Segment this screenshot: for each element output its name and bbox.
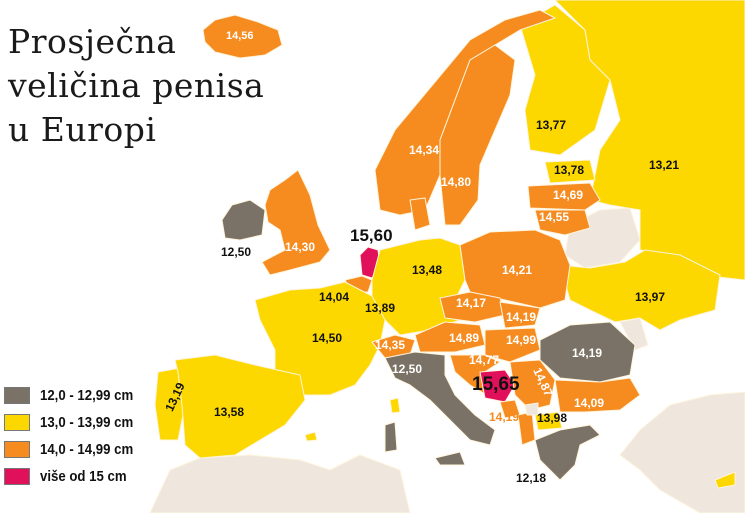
legend-swatch-magenta xyxy=(4,468,30,485)
label-bosnia: 15,65 xyxy=(472,374,520,395)
region-serbia xyxy=(509,359,556,411)
label-poland: 14,21 xyxy=(502,263,533,277)
region-slovakia xyxy=(499,301,541,329)
label-czech: 14,17 xyxy=(456,296,487,310)
region-denmark xyxy=(409,197,431,231)
label-croatia: 14,77 xyxy=(469,353,500,367)
map-title: Prosječna veličina penisa u Europi xyxy=(8,20,264,152)
region-finland xyxy=(519,4,611,156)
title-line-3: u Europi xyxy=(8,110,157,149)
region-bulgaria xyxy=(554,377,641,413)
label-slovakia: 14,19 xyxy=(506,310,537,324)
label-hungary: 14,99 xyxy=(506,333,537,347)
region-cyprus xyxy=(714,471,736,489)
region-ireland xyxy=(221,199,266,241)
region-germany xyxy=(371,237,466,336)
region-north-africa xyxy=(149,454,411,513)
region-ukraine xyxy=(559,249,721,331)
region-albania xyxy=(517,411,536,446)
label-ukraine: 13,97 xyxy=(635,290,666,304)
region-france xyxy=(254,281,386,396)
title-line-1: Prosječna xyxy=(8,22,177,61)
label-switzerland: 14,35 xyxy=(375,338,406,352)
legend-label: 12,0 - 12,99 cm xyxy=(40,387,134,404)
label-romania: 14,19 xyxy=(572,346,603,360)
label-france: 14,50 xyxy=(312,331,343,345)
label-germany: 13,48 xyxy=(412,263,443,277)
label-estonia: 13,78 xyxy=(554,163,585,177)
region-spain xyxy=(174,354,306,459)
label-austria: 14,89 xyxy=(449,331,480,345)
label-russia: 13,21 xyxy=(649,158,680,172)
legend-item: više od 15 cm xyxy=(4,463,146,490)
label-iceland: 14,56 xyxy=(226,30,254,42)
region-turkey xyxy=(619,391,745,513)
label-greece: 12,18 xyxy=(516,471,547,485)
label-uk: 14,30 xyxy=(285,240,316,254)
region-corsica xyxy=(389,397,401,414)
region-sicily xyxy=(434,451,466,466)
legend-label: više od 15 cm xyxy=(40,468,127,485)
label-latvia: 14,69 xyxy=(553,188,584,202)
label-luxembourg: 13,89 xyxy=(365,301,396,315)
region-bosnia xyxy=(479,369,516,403)
region-switzerland xyxy=(371,334,416,359)
region-estonia xyxy=(544,159,596,184)
label-finland: 13,77 xyxy=(536,118,567,132)
region-sardinia xyxy=(384,421,398,453)
region-iceland xyxy=(202,14,283,59)
legend-label: 14,0 - 14,99 cm xyxy=(40,441,134,458)
region-lithuania xyxy=(534,209,591,236)
label-macedonia: 13,98 xyxy=(537,411,568,425)
region-uk xyxy=(261,169,331,276)
legend-swatch-orange xyxy=(4,441,30,458)
legend: 12,0 - 12,99 cm 13,0 - 13,99 cm 14,0 - 1… xyxy=(4,382,146,490)
legend-item: 14,0 - 14,99 cm xyxy=(4,436,146,463)
label-norway: 14,34 xyxy=(409,143,440,157)
region-romania xyxy=(539,321,636,383)
label-belgium: 14,04 xyxy=(319,290,350,304)
legend-item: 13,0 - 13,99 cm xyxy=(4,409,146,436)
legend-swatch-yellow xyxy=(4,414,30,431)
legend-label: 13,0 - 13,99 cm xyxy=(40,414,134,431)
region-hungary xyxy=(484,327,541,363)
label-ireland: 12,50 xyxy=(221,245,252,259)
region-norway xyxy=(374,9,556,216)
label-netherlands: 15,60 xyxy=(350,226,393,245)
region-sweden xyxy=(439,44,516,226)
region-italy xyxy=(384,351,496,446)
region-greece xyxy=(534,424,601,481)
label-spain: 13,58 xyxy=(214,405,245,419)
region-balearic xyxy=(304,431,318,442)
label-montenegro: 14,19 xyxy=(489,410,520,424)
label-lithuania: 14,55 xyxy=(539,210,570,224)
region-poland xyxy=(459,229,571,309)
region-latvia xyxy=(527,182,601,211)
label-bulgaria: 14,09 xyxy=(574,396,605,410)
label-sweden: 14,80 xyxy=(441,175,472,189)
title-line-2: veličina penisa xyxy=(8,66,265,105)
label-italy: 12,50 xyxy=(392,362,423,376)
legend-item: 12,0 - 12,99 cm xyxy=(4,382,146,409)
legend-swatch-grey xyxy=(4,387,30,404)
region-macedonia xyxy=(534,411,563,431)
